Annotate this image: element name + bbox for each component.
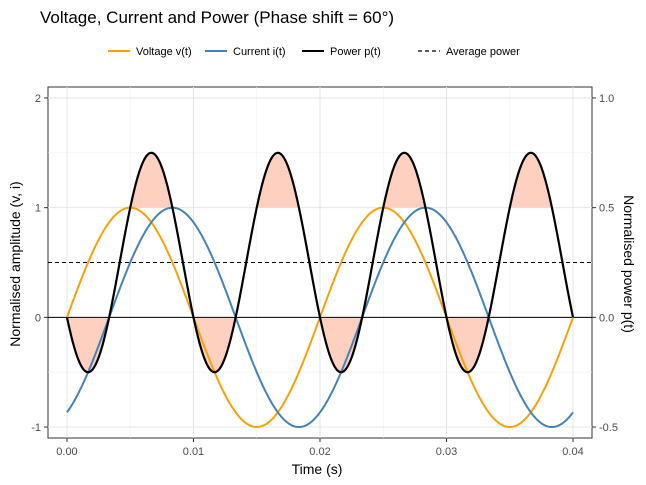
shaded-region — [509, 152, 552, 208]
chart-title: Voltage, Current and Power (Phase shift … — [40, 8, 394, 27]
y2-tick-label: 0.0 — [599, 312, 614, 324]
x-tick-label: 0.03 — [436, 446, 457, 458]
shaded-region — [256, 152, 299, 208]
y2-tick-label: 0.5 — [599, 203, 614, 215]
x-tick-label: 0.00 — [56, 446, 77, 458]
legend: Voltage v(t) Current i(t) Power p(t) Ave… — [108, 46, 520, 58]
x-tick-label: 0.04 — [562, 446, 583, 458]
shaded-region — [383, 152, 425, 208]
x-tick-label: 0.01 — [183, 446, 204, 458]
shaded-region — [447, 317, 489, 373]
y-tick-label: 0 — [35, 312, 41, 324]
legend-label-voltage: Voltage v(t) — [136, 46, 192, 58]
plot-area: 0.00 0.01 0.02 0.03 0.04 -1 0 1 2 -0.5 0.0 0.5 1.0 — [31, 86, 618, 458]
y2-tick-label: 1.0 — [599, 93, 614, 105]
y-tick-label: 2 — [35, 93, 41, 105]
power-line — [65, 151, 575, 374]
legend-label-average: Average power — [446, 46, 520, 58]
x-axis-title: Time (s) — [292, 461, 343, 477]
legend-label-current: Current i(t) — [233, 46, 286, 58]
y-tick-label: 1 — [35, 203, 41, 215]
y-axis-title: Normalised amplitude (v, i) — [7, 181, 23, 346]
legend-label-power: Power p(t) — [330, 46, 381, 58]
y2-tick-label: -0.5 — [599, 422, 618, 434]
y2-axis-title: Normalised power p(t) — [621, 195, 637, 333]
y-tick-label: -1 — [31, 422, 41, 434]
x-tick-label: 0.02 — [309, 446, 330, 458]
